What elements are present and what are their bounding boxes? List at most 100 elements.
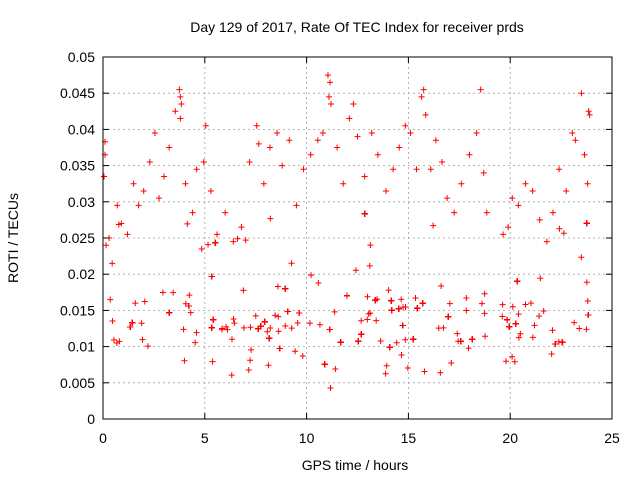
data-point (509, 303, 516, 310)
data-point (321, 361, 328, 368)
data-point (373, 317, 380, 324)
data-point (386, 344, 393, 351)
data-point (124, 231, 131, 238)
data-point (308, 272, 315, 279)
data-point (511, 358, 518, 365)
data-point (367, 242, 374, 249)
data-point (404, 365, 411, 372)
data-point (182, 180, 189, 187)
data-point (515, 202, 522, 209)
data-point (184, 220, 191, 227)
data-point (288, 325, 295, 332)
data-point (540, 307, 547, 314)
data-point (274, 283, 281, 290)
y-tick-label: 0.005 (60, 375, 95, 391)
data-point (146, 158, 153, 165)
data-point (585, 108, 592, 115)
data-point (437, 369, 444, 376)
data-point (503, 358, 510, 365)
data-point (275, 313, 282, 320)
data-point (364, 316, 371, 323)
x-tick-label: 25 (604, 430, 620, 446)
y-tick-label: 0.045 (60, 85, 95, 101)
y-tick-label: 0.015 (60, 302, 95, 318)
data-point (382, 370, 389, 377)
data-point (478, 300, 485, 307)
data-point (469, 336, 476, 343)
data-point (186, 292, 193, 299)
data-point (208, 324, 215, 331)
data-point (261, 318, 268, 325)
data-point (116, 338, 123, 345)
y-tick-label: 0.03 (68, 194, 95, 210)
data-point (264, 328, 271, 335)
data-point (253, 122, 260, 129)
data-point (350, 101, 357, 108)
data-point (552, 341, 559, 348)
data-point (402, 303, 409, 310)
data-point (306, 320, 313, 327)
data-point (230, 315, 237, 322)
data-point (374, 151, 381, 158)
data-point (127, 323, 134, 330)
data-point (293, 202, 300, 209)
data-point (332, 366, 339, 373)
grid-lines (103, 57, 612, 419)
data-point (515, 334, 522, 341)
data-point (176, 86, 183, 93)
data-point (549, 327, 556, 334)
data-point (189, 209, 196, 216)
data-point (141, 298, 148, 305)
data-point (344, 292, 351, 299)
data-point (509, 195, 516, 202)
data-point (420, 86, 427, 93)
data-point (172, 108, 179, 115)
data-point (571, 319, 578, 326)
data-point (272, 312, 279, 319)
data-point (161, 173, 168, 180)
data-point (465, 345, 472, 352)
data-point (463, 307, 470, 314)
data-point (445, 313, 452, 320)
data-point (537, 275, 544, 282)
data-point (365, 310, 372, 317)
data-point (266, 335, 273, 342)
data-point (327, 79, 334, 86)
data-point (410, 336, 417, 343)
y-tick-label: 0.025 (60, 230, 95, 246)
data-point (267, 324, 274, 331)
data-point (584, 180, 591, 187)
x-tick-label: 10 (299, 430, 315, 446)
data-point (432, 137, 439, 144)
data-point (583, 326, 590, 333)
data-point (223, 323, 230, 330)
data-point (390, 166, 397, 173)
data-point (288, 260, 295, 267)
data-point (560, 230, 567, 237)
data-point (556, 225, 563, 232)
data-point (166, 144, 173, 151)
data-point (274, 130, 281, 137)
data-point (209, 358, 216, 365)
data-point (419, 300, 426, 307)
data-point (182, 300, 189, 307)
data-point (505, 224, 512, 231)
data-point (279, 162, 286, 169)
data-point (245, 366, 252, 373)
data-point (294, 319, 301, 326)
data-point (481, 290, 488, 297)
data-point (358, 317, 365, 324)
data-point (207, 187, 214, 194)
data-point (536, 313, 543, 320)
data-point (572, 137, 579, 144)
data-point (219, 325, 226, 332)
data-point (246, 158, 253, 165)
data-point (316, 321, 323, 328)
data-point (210, 316, 217, 323)
data-point (522, 301, 529, 308)
data-point (480, 169, 487, 176)
data-point (228, 372, 235, 379)
data-point (402, 336, 409, 343)
data-point (325, 93, 332, 100)
